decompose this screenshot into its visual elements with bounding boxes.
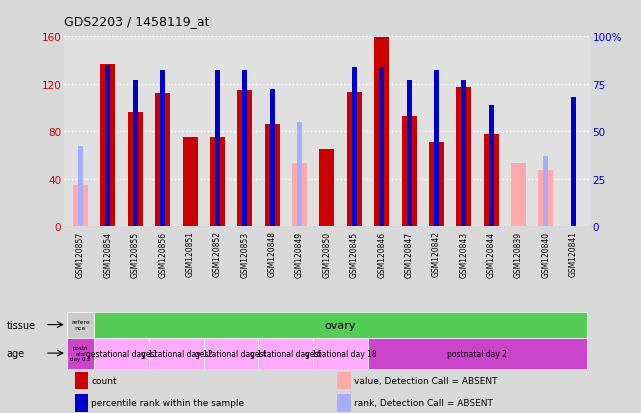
- Bar: [538, 171, 553, 227]
- Text: gestational day 18: gestational day 18: [304, 349, 376, 358]
- Text: GSM120851: GSM120851: [185, 231, 194, 277]
- Bar: [237, 90, 253, 227]
- Bar: [204, 338, 258, 369]
- Bar: [544, 157, 549, 227]
- Bar: [319, 150, 335, 227]
- Bar: [292, 164, 307, 227]
- Bar: [270, 90, 274, 227]
- Text: tissue: tissue: [6, 320, 35, 330]
- Text: GSM120839: GSM120839: [514, 231, 523, 277]
- Text: percentile rank within the sample: percentile rank within the sample: [92, 399, 245, 407]
- Text: GSM120854: GSM120854: [103, 231, 112, 277]
- Bar: [215, 71, 220, 227]
- Bar: [379, 67, 384, 227]
- Bar: [462, 81, 466, 227]
- Text: postnatal day 2: postnatal day 2: [447, 349, 508, 358]
- Bar: [337, 372, 351, 389]
- Text: GDS2203 / 1458119_at: GDS2203 / 1458119_at: [64, 15, 210, 28]
- Bar: [67, 338, 94, 369]
- Bar: [368, 338, 587, 369]
- Text: GSM120841: GSM120841: [569, 231, 578, 277]
- Bar: [484, 134, 499, 227]
- Bar: [347, 93, 362, 227]
- Text: gestational day 12: gestational day 12: [140, 349, 212, 358]
- Text: GSM120855: GSM120855: [131, 231, 140, 277]
- Text: postn
atal
day 0.5: postn atal day 0.5: [70, 345, 91, 361]
- Bar: [101, 64, 115, 227]
- Bar: [67, 312, 94, 338]
- Text: count: count: [92, 376, 117, 385]
- Bar: [429, 142, 444, 227]
- Text: GSM120849: GSM120849: [295, 231, 304, 277]
- Text: GSM120845: GSM120845: [350, 231, 359, 277]
- Text: GSM120847: GSM120847: [404, 231, 413, 277]
- Bar: [74, 372, 88, 389]
- Bar: [210, 138, 225, 227]
- Bar: [297, 122, 302, 227]
- Text: age: age: [6, 348, 24, 358]
- Bar: [160, 71, 165, 227]
- Text: GSM120848: GSM120848: [268, 231, 277, 277]
- Bar: [265, 125, 279, 227]
- Bar: [571, 98, 576, 227]
- Bar: [155, 94, 170, 227]
- Text: gestational day 14: gestational day 14: [196, 349, 267, 358]
- Text: GSM120846: GSM120846: [377, 231, 386, 277]
- Text: GSM120843: GSM120843: [460, 231, 469, 277]
- Bar: [374, 38, 389, 227]
- Bar: [337, 394, 351, 412]
- Bar: [78, 147, 83, 227]
- Text: gestational day 11: gestational day 11: [86, 349, 158, 358]
- Bar: [571, 98, 576, 227]
- Text: gestational day 16: gestational day 16: [250, 349, 322, 358]
- Text: GSM120852: GSM120852: [213, 231, 222, 277]
- Bar: [401, 116, 417, 227]
- Bar: [105, 66, 110, 227]
- Text: GSM120850: GSM120850: [322, 231, 331, 277]
- Text: GSM120853: GSM120853: [240, 231, 249, 277]
- Bar: [456, 88, 471, 227]
- Text: GSM120840: GSM120840: [542, 231, 551, 277]
- Text: GSM120842: GSM120842: [432, 231, 441, 277]
- Bar: [149, 338, 204, 369]
- Bar: [352, 67, 357, 227]
- Text: refere
nce: refere nce: [71, 319, 90, 330]
- Bar: [183, 138, 197, 227]
- Bar: [242, 71, 247, 227]
- Bar: [434, 71, 439, 227]
- Bar: [94, 338, 149, 369]
- Bar: [73, 185, 88, 227]
- Text: GSM120844: GSM120844: [487, 231, 495, 277]
- Bar: [258, 338, 313, 369]
- Text: GSM120857: GSM120857: [76, 231, 85, 277]
- Text: value, Detection Call = ABSENT: value, Detection Call = ABSENT: [354, 376, 498, 385]
- Bar: [74, 394, 88, 412]
- Bar: [488, 105, 494, 227]
- Bar: [511, 164, 526, 227]
- Text: GSM120856: GSM120856: [158, 231, 167, 277]
- Bar: [133, 81, 138, 227]
- Text: ovary: ovary: [325, 320, 356, 330]
- Bar: [406, 81, 412, 227]
- Bar: [313, 338, 368, 369]
- Text: rank, Detection Call = ABSENT: rank, Detection Call = ABSENT: [354, 399, 493, 407]
- Bar: [128, 113, 143, 227]
